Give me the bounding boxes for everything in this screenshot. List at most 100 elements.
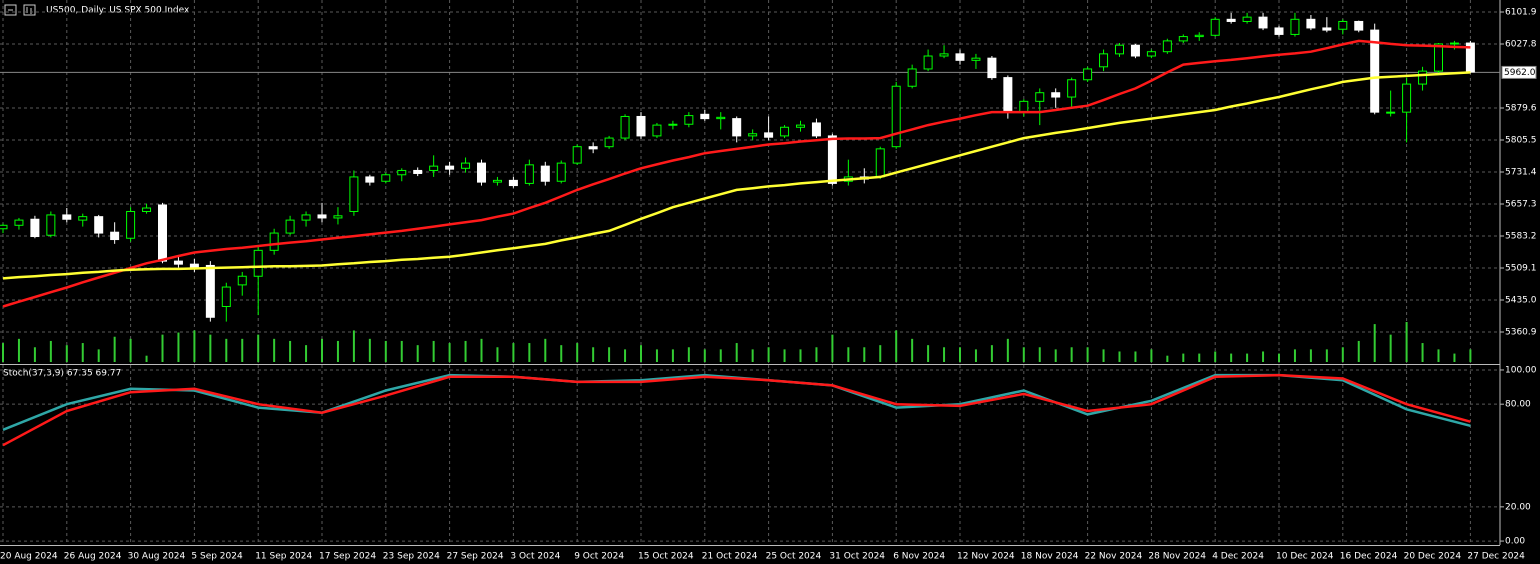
- volume-bar: [687, 347, 690, 362]
- volume-bar: [1230, 353, 1233, 362]
- volume-bar: [496, 347, 499, 362]
- candle-body: [1402, 83, 1412, 113]
- x-tick-label: 27 Sep 2024: [447, 552, 504, 562]
- volume-bar: [384, 340, 387, 362]
- volume-bar: [1134, 351, 1137, 362]
- volume-bar: [480, 338, 483, 362]
- moving-average: [2, 71, 1471, 280]
- volume-bar: [831, 334, 834, 362]
- x-tick-label: 9 Oct 2024: [574, 552, 624, 562]
- y-tick-label: 5805.5: [1505, 136, 1537, 146]
- volume-bar: [943, 347, 946, 362]
- x-tick-label: 21 Oct 2024: [702, 552, 758, 562]
- volume-bar: [528, 343, 531, 362]
- volume-bar: [432, 340, 435, 362]
- candle-body: [780, 126, 790, 137]
- candle-body: [1354, 20, 1364, 31]
- volume-bar: [655, 349, 658, 362]
- volume-bar: [1389, 334, 1392, 362]
- candle-body: [445, 165, 455, 170]
- volume-bar: [1070, 347, 1073, 362]
- candle-body: [652, 124, 662, 137]
- x-tick-label: 4 Dec 2024: [1212, 552, 1264, 562]
- volume-bar: [65, 345, 68, 362]
- candle-body: [1083, 68, 1093, 81]
- volume-bar: [400, 340, 403, 362]
- candle-body: [349, 176, 359, 212]
- candle-body: [588, 146, 598, 150]
- volume-bar: [1246, 353, 1249, 362]
- y-tick-label: 6101.9: [1505, 8, 1537, 18]
- x-tick-label: 17 Sep 2024: [319, 552, 376, 562]
- candle-body: [1194, 34, 1204, 38]
- candle-body: [30, 218, 40, 238]
- x-tick-label: 12 Nov 2024: [957, 552, 1015, 562]
- candle-body: [1338, 20, 1348, 30]
- volume-bar: [2, 343, 4, 362]
- volume-bar: [129, 338, 132, 362]
- candle-body: [556, 162, 566, 182]
- candle-body: [907, 68, 917, 87]
- candle-body: [173, 260, 183, 265]
- x-tick-label: 28 Nov 2024: [1148, 552, 1206, 562]
- candle-body: [429, 165, 439, 171]
- candle-body: [1178, 36, 1188, 42]
- volume-bar: [927, 345, 930, 362]
- candle-body: [1003, 77, 1013, 113]
- volume-bar: [1453, 353, 1456, 362]
- candle-body: [492, 179, 502, 183]
- y-tick-label: 6027.8: [1505, 40, 1537, 50]
- x-tick-label: 16 Dec 2024: [1340, 552, 1398, 562]
- chart-title: US500, Daily: US SPX 500 Index: [46, 6, 190, 16]
- volume-bar: [560, 345, 563, 362]
- candle-body: [1035, 92, 1045, 102]
- volume-bar: [895, 330, 898, 362]
- last-price-box: [1501, 65, 1537, 79]
- candle-body: [796, 124, 805, 128]
- volume-bar: [305, 345, 308, 362]
- x-tick-label: 23 Sep 2024: [383, 552, 440, 562]
- candle-body: [1146, 51, 1156, 57]
- volume-bar: [592, 347, 595, 362]
- volume-bar: [289, 340, 292, 362]
- candle-body: [253, 249, 263, 277]
- volume-bar: [1357, 340, 1360, 362]
- candle-body: [62, 214, 72, 220]
- volume-bar: [257, 334, 260, 362]
- candle-body: [604, 137, 614, 148]
- volume-bar: [719, 349, 722, 362]
- x-tick-label: 20 Aug 2024: [0, 552, 58, 562]
- candle-body: [508, 179, 518, 187]
- x-tick-label: 30 Aug 2024: [128, 552, 186, 562]
- volume-bar: [735, 343, 738, 362]
- volume-bar: [751, 349, 754, 362]
- candle-body: [1306, 18, 1316, 29]
- candle-body: [987, 57, 997, 79]
- volume-bar: [336, 340, 339, 362]
- volume-bar: [225, 338, 228, 362]
- volume-bar: [1278, 353, 1280, 362]
- volume-bar: [1006, 338, 1009, 362]
- candle-body: [1162, 40, 1172, 53]
- candle-body: [269, 232, 279, 251]
- y-tick-label: 5509.1: [1505, 264, 1537, 274]
- volume-bar: [1182, 353, 1185, 362]
- candle-body: [684, 115, 694, 125]
- candle-body: [1449, 42, 1459, 45]
- indicator-title: Stoch(37,3,9) 67.35 69.77: [3, 369, 121, 379]
- x-tick-label: 5 Sep 2024: [191, 552, 243, 562]
- volume-bar: [1054, 349, 1057, 362]
- candle-body: [891, 85, 901, 148]
- volume-bar: [464, 340, 467, 362]
- icon: [23, 4, 36, 16]
- volume-bar: [1166, 355, 1169, 362]
- volume-bar: [1198, 353, 1201, 362]
- candle-body: [955, 53, 965, 61]
- volume-bar: [847, 347, 850, 362]
- volume-bar: [1214, 351, 1217, 362]
- volume-bar: [640, 345, 642, 362]
- candle-body: [1370, 29, 1380, 113]
- candle-body: [1290, 18, 1300, 35]
- volume-bar: [1038, 347, 1041, 362]
